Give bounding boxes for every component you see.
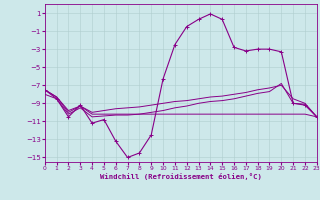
X-axis label: Windchill (Refroidissement éolien,°C): Windchill (Refroidissement éolien,°C) [100, 173, 262, 180]
